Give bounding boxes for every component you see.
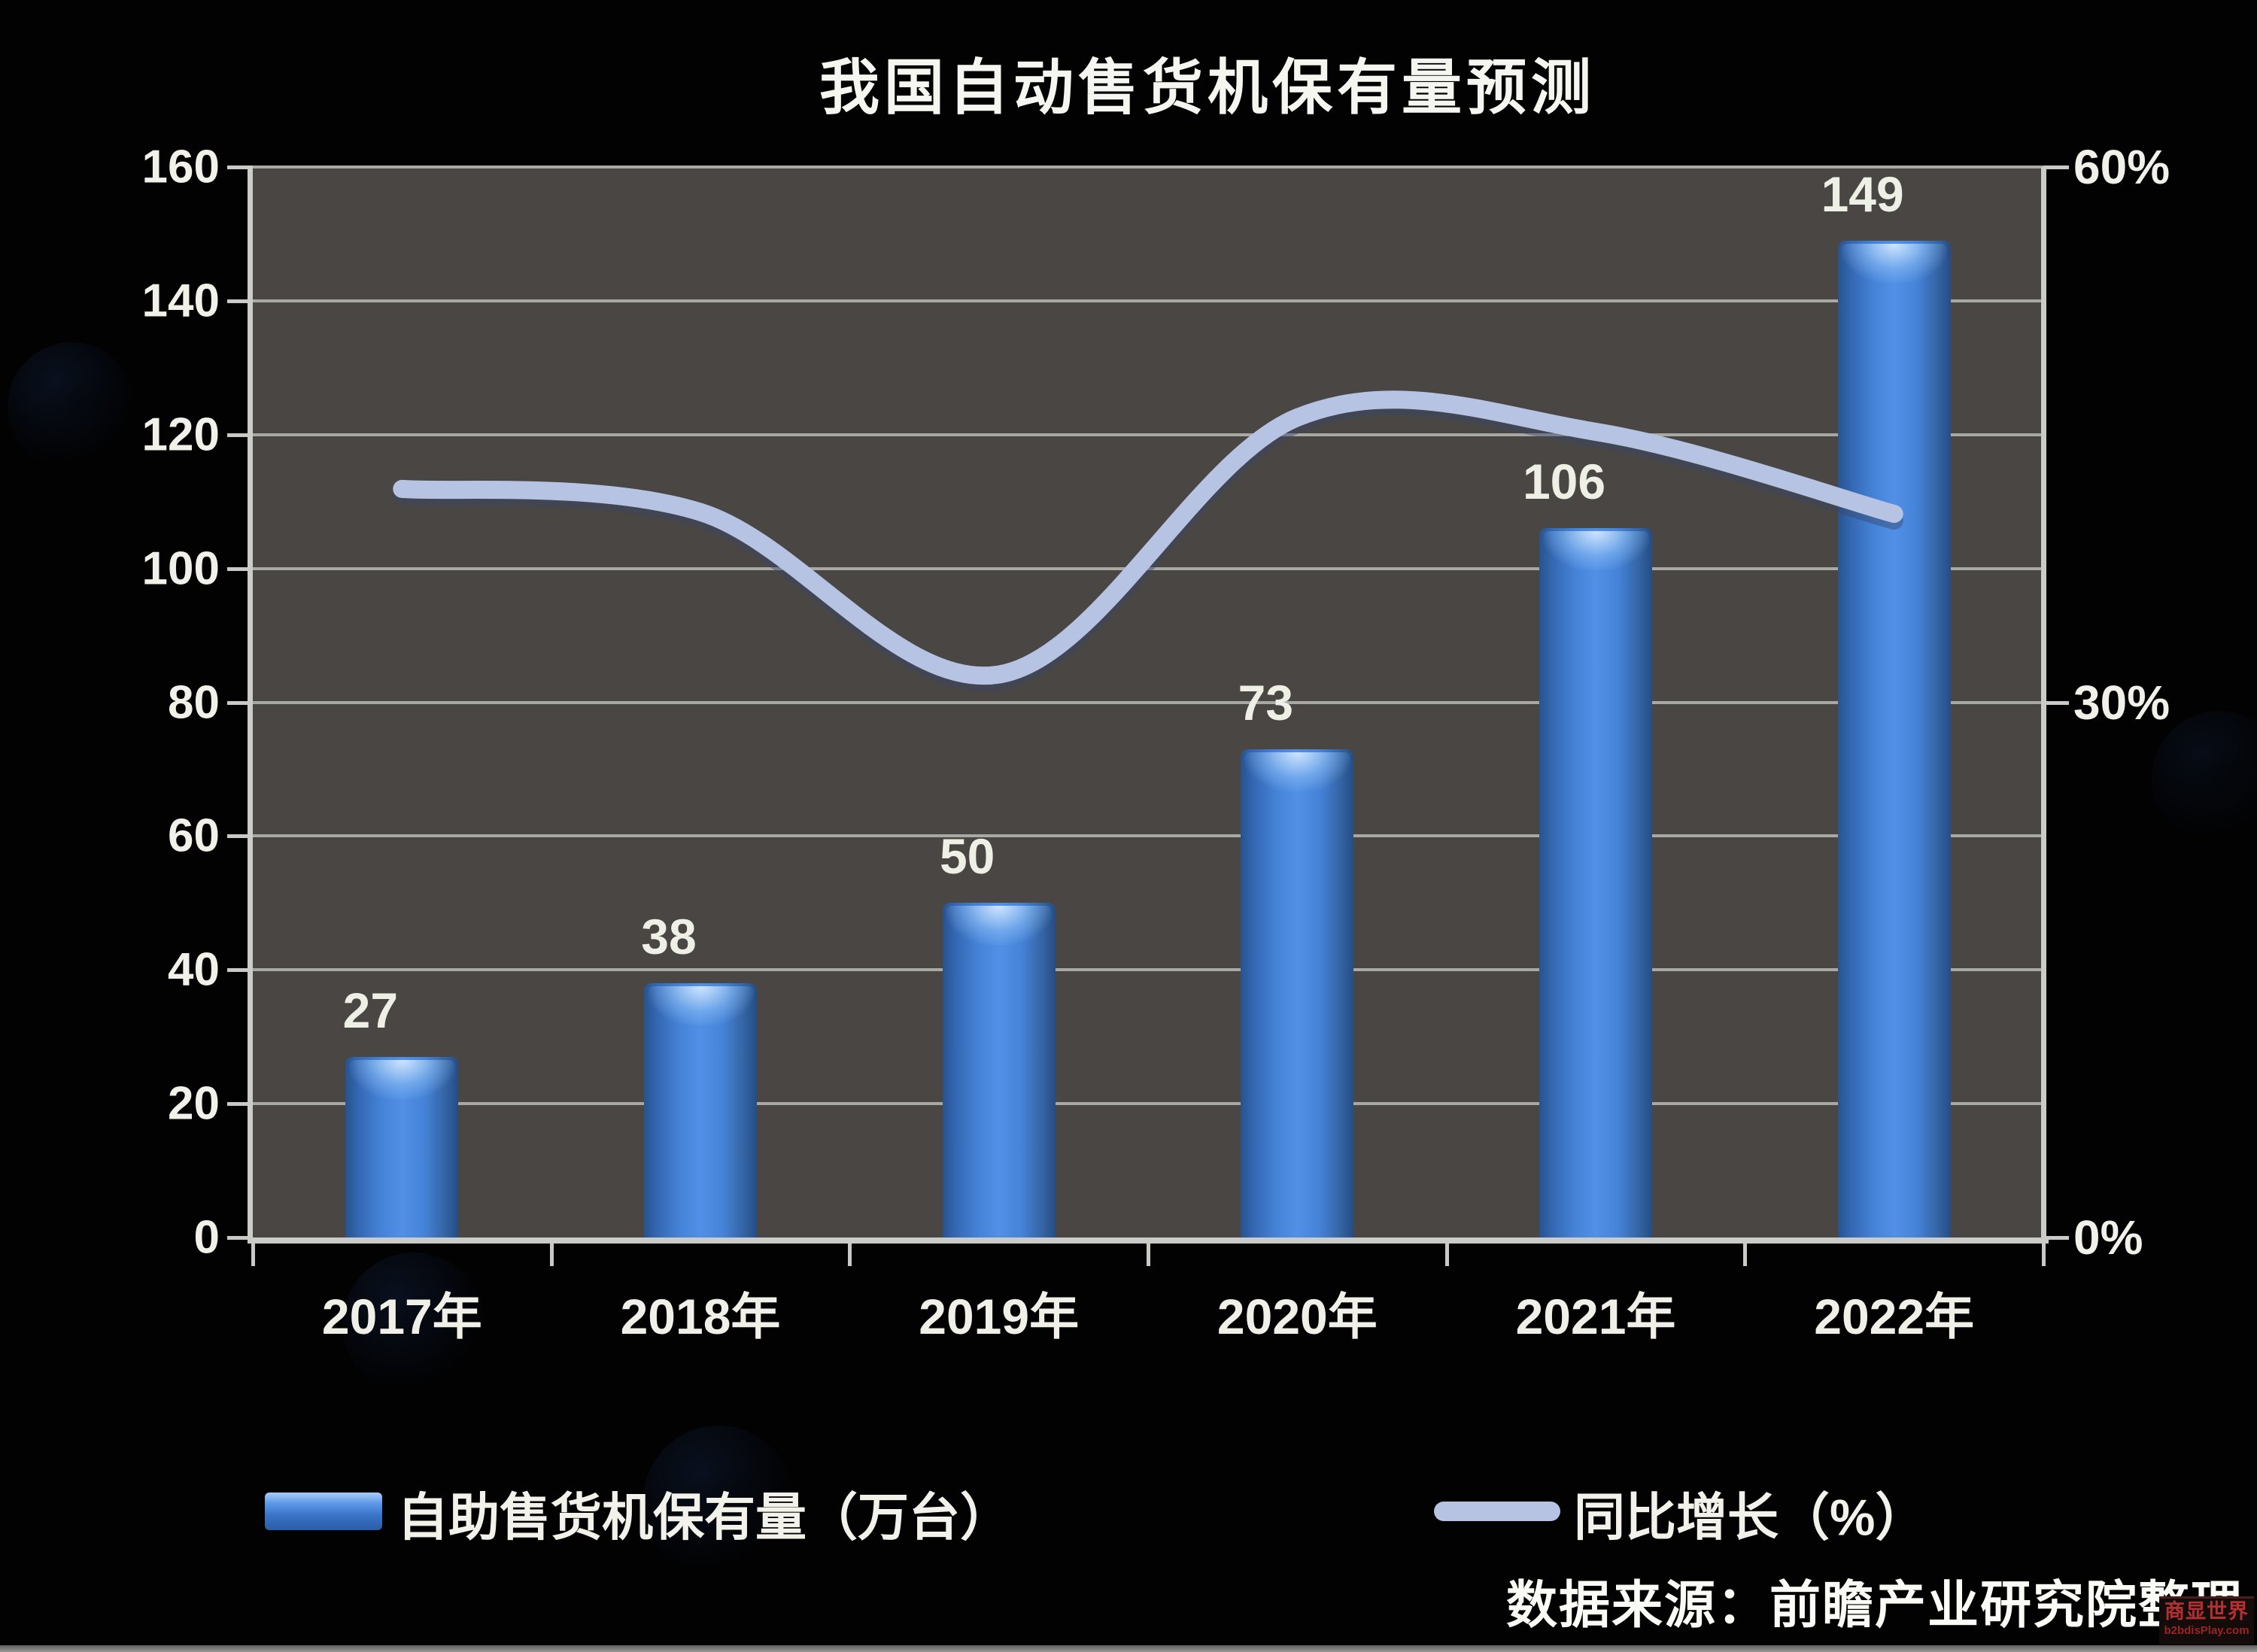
left-axis-label: 40 — [168, 943, 220, 996]
left-tick — [227, 1236, 253, 1240]
bar — [1241, 749, 1354, 1237]
x-axis-tick — [251, 1244, 255, 1266]
left-axis-label: 20 — [168, 1077, 220, 1130]
left-axis-label: 80 — [168, 676, 220, 728]
site-watermark-name: 商显世界 — [2164, 1600, 2249, 1623]
site-watermark: 商显世界 b2bdisPlay.com — [2159, 1596, 2254, 1644]
left-axis-label: 60 — [168, 809, 220, 862]
gridline — [253, 834, 2043, 838]
bar — [1837, 240, 1951, 1237]
bar — [644, 983, 757, 1237]
legend: 自助售货机保有量（万台） 同比增长（%） — [0, 1471, 2257, 1554]
right-tick — [2043, 166, 2069, 169]
bar-value-label: 106 — [1522, 454, 1606, 510]
left-axis-label: 100 — [141, 542, 220, 595]
x-axis-tick — [1743, 1244, 1748, 1266]
bar-value-label: 50 — [939, 828, 995, 885]
left-axis-label: 160 — [141, 141, 220, 193]
right-axis-label: 60% — [2073, 140, 2170, 194]
right-axis-label: 30% — [2073, 675, 2170, 730]
left-tick — [227, 433, 253, 437]
site-watermark-url: b2bdisPlay.com — [2164, 1624, 2249, 1637]
gridline — [253, 433, 2043, 436]
bar-value-label: 27 — [342, 982, 399, 1038]
gridline — [253, 700, 2043, 704]
watermark-globe — [2152, 711, 2257, 846]
left-tick — [227, 968, 253, 973]
legend-bar-label: 自助售货机保有量（万台） — [397, 1489, 1012, 1547]
bottom-strip — [0, 1645, 2257, 1652]
gridline — [253, 968, 2043, 972]
gridline — [253, 166, 2043, 169]
legend-line-label: 同比增长（%） — [1574, 1489, 1927, 1547]
legend-bar-swatch — [265, 1493, 382, 1530]
x-category-label: 2019年 — [919, 1289, 1080, 1344]
x-category-label: 2018年 — [620, 1289, 781, 1344]
left-axis-label: 120 — [141, 408, 220, 461]
x-axis-tick — [848, 1244, 852, 1266]
left-tick — [227, 700, 253, 705]
left-tick — [227, 566, 253, 571]
chart-title: 我国自动售货机保有量预测 — [819, 54, 1596, 121]
bar — [942, 903, 1056, 1237]
left-tick — [227, 1102, 253, 1107]
x-category-label: 2017年 — [321, 1289, 482, 1344]
gridline — [253, 299, 2043, 302]
right-axis-label: 0% — [2073, 1210, 2143, 1265]
y-axis-left-line — [248, 167, 253, 1244]
x-category-label: 2021年 — [1515, 1289, 1676, 1344]
left-tick — [227, 834, 253, 839]
growth-line-svg — [393, 390, 1903, 692]
legend-line-swatch — [1434, 1502, 1560, 1521]
bar-value-label: 149 — [1821, 166, 1904, 222]
left-tick — [227, 166, 253, 169]
gridline — [253, 1102, 2043, 1106]
bar — [1539, 528, 1652, 1237]
x-axis-tick — [549, 1244, 554, 1266]
x-axis-tick — [1444, 1244, 1449, 1266]
x-axis-line — [248, 1237, 2049, 1244]
right-tick — [2043, 700, 2069, 705]
left-axis-label: 0 — [193, 1211, 220, 1264]
left-tick — [227, 299, 253, 303]
x-category-label: 2020年 — [1217, 1289, 1378, 1344]
growth-line-path — [393, 390, 1903, 685]
right-tick — [2043, 1236, 2069, 1240]
bar-value-label: 73 — [1238, 674, 1294, 730]
x-axis-tick — [2042, 1244, 2046, 1266]
x-category-label: 2022年 — [1814, 1289, 1975, 1344]
left-axis-label: 140 — [141, 275, 220, 327]
x-axis-tick — [1147, 1244, 1150, 1266]
source-note: 数据来源：前瞻产业研究院整理 — [1505, 1577, 2243, 1634]
bar-value-label: 38 — [641, 909, 697, 965]
bar — [345, 1056, 459, 1237]
y-axis-right-line — [2041, 167, 2046, 1244]
